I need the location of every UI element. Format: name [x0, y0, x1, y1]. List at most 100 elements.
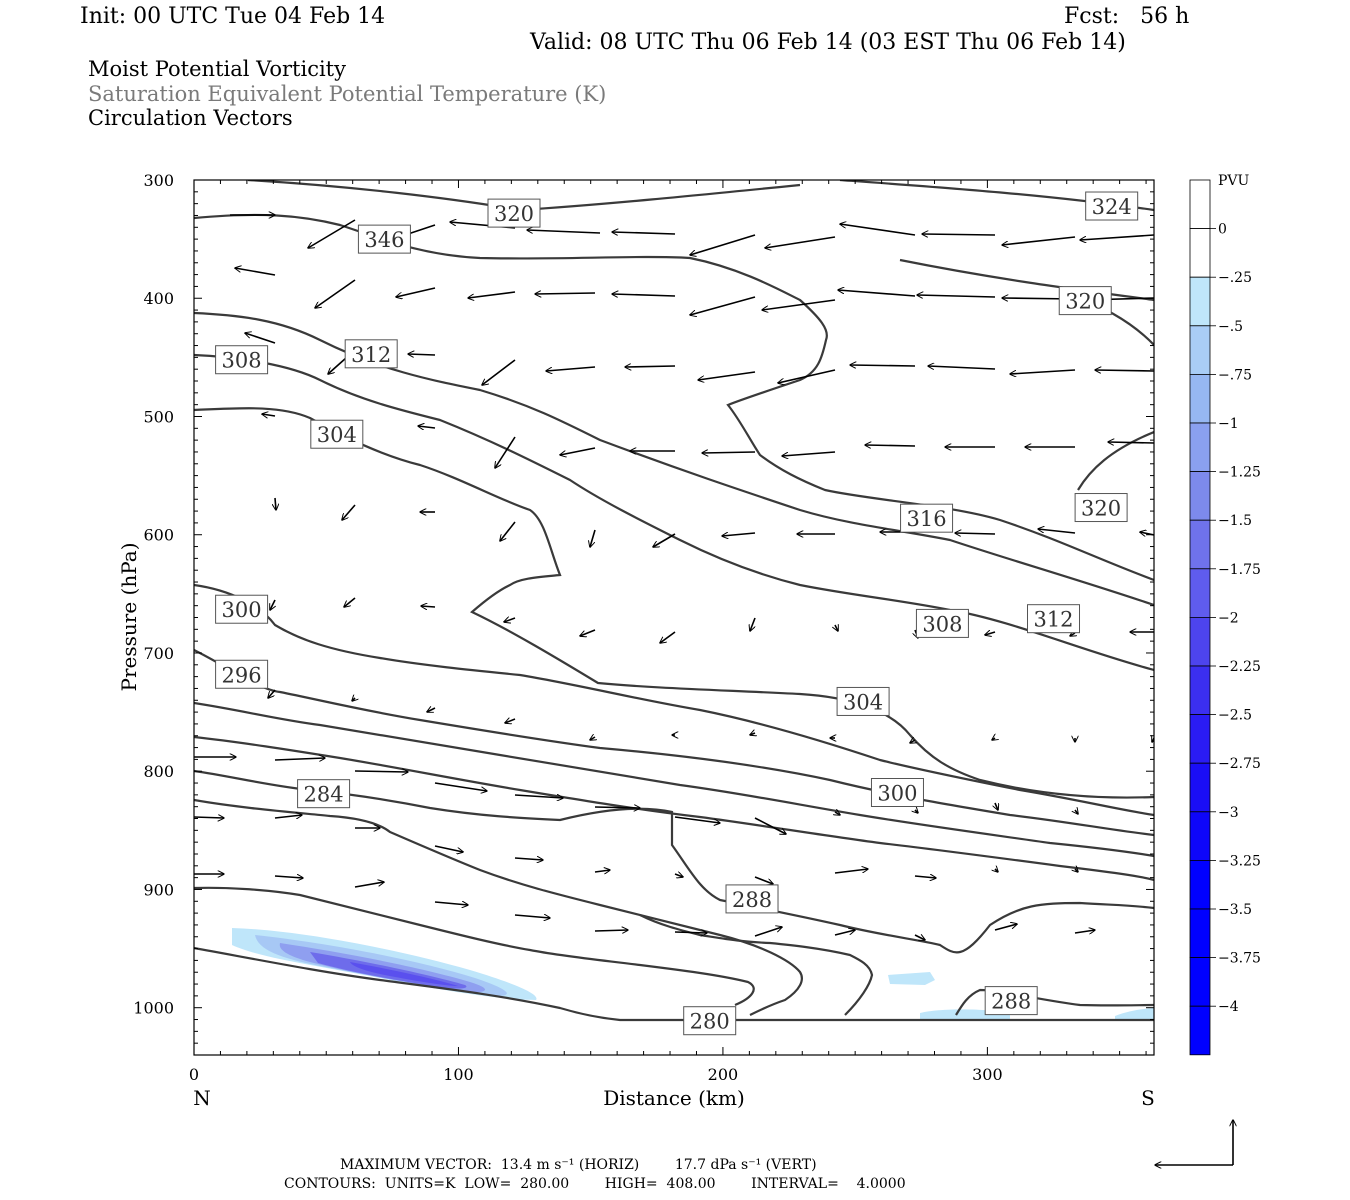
valid-time: Valid: 08 UTC Thu 06 Feb 14 (03 EST Thu …	[530, 30, 1126, 55]
circulation-vector	[434, 845, 463, 852]
circulation-vector	[674, 816, 720, 823]
circulation-vector	[505, 719, 516, 723]
contour-line	[194, 407, 1154, 799]
svg-text:308: 308	[222, 349, 262, 373]
contour-label: 280	[683, 1006, 737, 1036]
circulation-vector	[1075, 869, 1078, 872]
contour-line	[194, 886, 755, 1007]
circulation-vector	[1070, 633, 1075, 636]
y-tick-label: 800	[143, 762, 174, 781]
circulation-vector	[985, 632, 996, 635]
contour-line	[1077, 430, 1154, 491]
forecast-hour: Fcst: 56 h	[1064, 4, 1190, 29]
colorbar-box	[1189, 860, 1211, 910]
colorbar-box	[1189, 665, 1211, 715]
circulation-vector	[418, 426, 436, 428]
circulation-vector	[342, 504, 356, 520]
colorbar-box	[1189, 422, 1211, 472]
circulation-vector	[917, 295, 996, 297]
colorbar-box	[1189, 276, 1211, 327]
colorbar-level-label: −2	[1218, 610, 1239, 626]
circulation-vector	[1074, 930, 1095, 933]
colorbar-box	[1189, 1005, 1211, 1056]
contour-label: 312	[1027, 604, 1081, 634]
contour-line	[194, 735, 1154, 882]
circulation-vector	[754, 817, 786, 834]
circulation-vector	[427, 708, 436, 712]
colorbar-level-label: −.25	[1218, 270, 1252, 286]
colorbar-box	[1189, 617, 1211, 667]
colorbar-level-label: −2.75	[1218, 756, 1261, 772]
colorbar-box	[1189, 519, 1211, 570]
pv-region-small-1	[888, 972, 935, 985]
circulation-vector	[955, 533, 996, 534]
contour-label: 324	[1085, 191, 1139, 221]
contour-line	[194, 798, 803, 1016]
circulation-vector	[914, 935, 925, 940]
contour-label: 308	[215, 345, 269, 375]
svg-text:320: 320	[1065, 290, 1105, 314]
colorbar-box	[1189, 373, 1211, 424]
svg-text:308: 308	[922, 612, 962, 636]
circulation-vector	[274, 815, 302, 818]
circulation-vector	[546, 366, 596, 371]
tick-labels: 300 400 500 600 700 800 900 1000 0 100 200 300	[133, 171, 1002, 1084]
contour-label: 288	[725, 884, 779, 914]
x-tick-label: 0	[189, 1065, 199, 1084]
x-axis-label: Distance (km)	[603, 1086, 745, 1110]
colorbar-level-label: −3.25	[1218, 853, 1261, 869]
colorbar-level-label: −3.5	[1218, 902, 1252, 918]
contour-label: 288	[984, 986, 1038, 1016]
circulation-vector	[495, 436, 516, 468]
circulation-vector	[514, 795, 563, 798]
circulation-vector	[722, 533, 756, 536]
circulation-vector	[765, 236, 836, 248]
x-tick-label: 100	[443, 1065, 474, 1084]
colorbar-box	[1189, 811, 1211, 861]
svg-text:304: 304	[843, 690, 883, 714]
svg-text:284: 284	[304, 783, 344, 807]
circulation-vector	[268, 689, 276, 698]
circulation-vector	[590, 737, 595, 740]
circulation-vector	[580, 629, 596, 636]
circulation-vector	[835, 812, 840, 815]
circulation-vector	[750, 733, 755, 735]
circulation-vector	[910, 740, 915, 743]
contour-line	[194, 583, 1154, 817]
contour-label: 296	[215, 659, 269, 689]
circulation-vector	[504, 618, 516, 622]
circulation-vector	[1010, 369, 1076, 374]
colorbar-level-label: −1.75	[1218, 562, 1261, 578]
svg-text:320: 320	[1081, 497, 1121, 521]
circulation-vector	[660, 631, 676, 643]
circulation-vector	[750, 617, 756, 631]
circulation-vector	[262, 414, 276, 416]
contour-label: 312	[344, 339, 398, 369]
circulation-vector	[1095, 370, 1154, 371]
circulation-vector	[354, 882, 384, 888]
svg-text:312: 312	[1033, 608, 1073, 632]
circulation-vector	[594, 807, 640, 808]
circulation-vector	[482, 359, 516, 385]
svg-text:304: 304	[317, 423, 357, 447]
circulation-vector	[421, 606, 436, 607]
svg-text:320: 320	[494, 202, 534, 226]
circulation-vector	[308, 219, 356, 248]
pv-shading	[232, 928, 1154, 1020]
contour-label: 308	[915, 608, 969, 638]
circulation-vector	[245, 333, 276, 344]
contour-line	[194, 311, 1154, 607]
circulation-vector	[514, 915, 550, 918]
contour-line	[194, 213, 1154, 582]
contour-label: 320	[1058, 286, 1112, 316]
colorbar-level-label: −.75	[1218, 367, 1252, 383]
circulation-vector	[690, 234, 756, 255]
circulation-vector	[594, 870, 610, 872]
colorbar-level-label: −3	[1218, 805, 1239, 821]
colorbar-box	[1189, 471, 1211, 521]
circulation-vector	[590, 529, 596, 547]
contour-line	[194, 769, 1154, 954]
colorbar-level-label: −2.25	[1218, 659, 1261, 675]
y-tick-label: 600	[143, 526, 174, 545]
contour-label: 320	[487, 198, 541, 228]
